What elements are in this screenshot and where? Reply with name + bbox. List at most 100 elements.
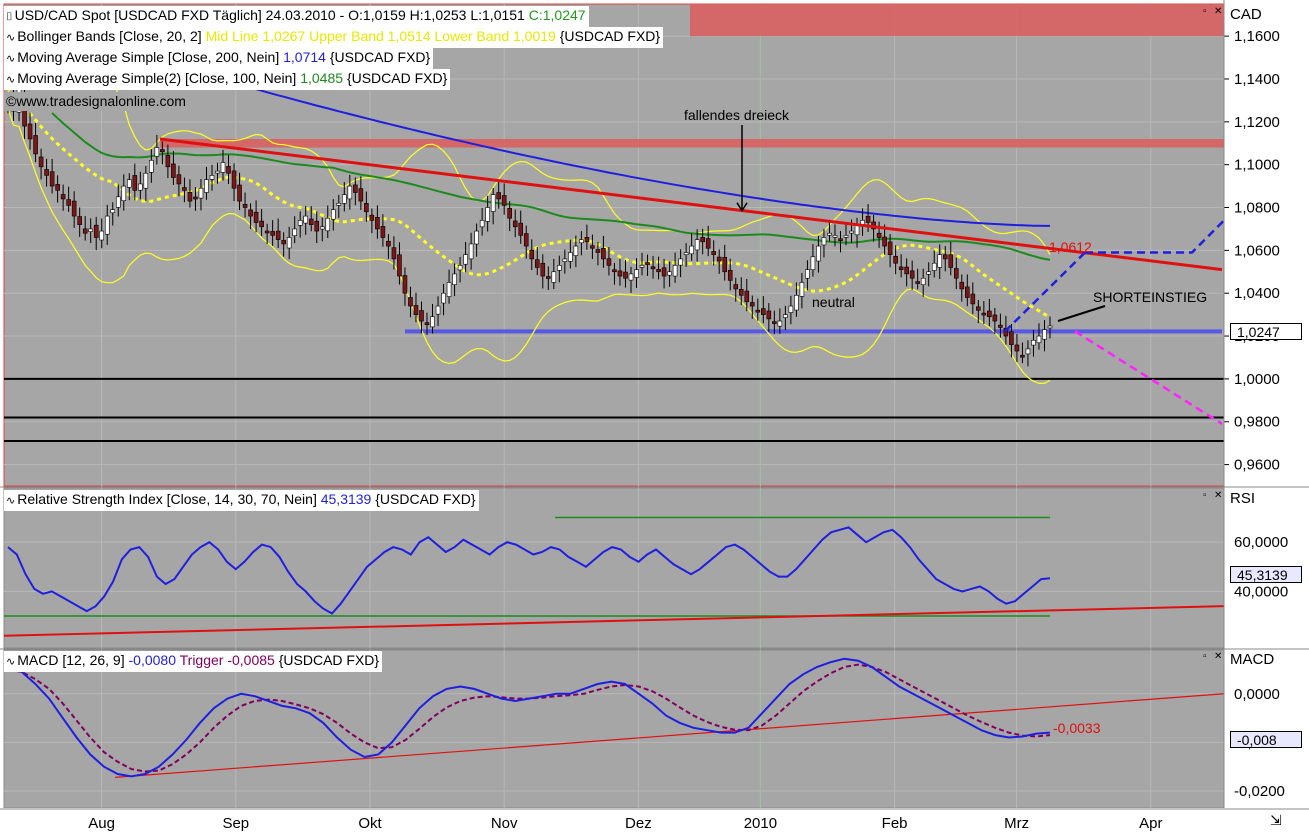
candle-body (777, 320, 783, 327)
candle-body (303, 215, 309, 224)
ma200-legend: ∿ Moving Average Simple [Close, 200, Nein… (4, 48, 434, 69)
candle-body (606, 258, 612, 266)
candle-body (810, 256, 816, 270)
resize-grip-icon[interactable]: ⇲ (1270, 812, 1282, 828)
candle-body (623, 271, 628, 279)
candle-body (110, 209, 116, 214)
macd-current-value: -0,008 (1230, 731, 1302, 748)
candle-body (353, 184, 358, 193)
candle-body (143, 172, 149, 189)
candle-body (755, 309, 761, 313)
close-icon[interactable]: ✕ (1214, 490, 1223, 501)
level-annotation: 1,0612 (1049, 239, 1092, 255)
candle-body (998, 324, 1003, 328)
projection-breakout-line (1085, 219, 1225, 254)
bollinger-upper-band (7, 64, 1051, 256)
indicator-icon: ∿ (6, 32, 16, 44)
candle-body (242, 203, 248, 208)
y-tick-label: 1,1600 (1234, 28, 1280, 45)
candle-body (149, 160, 154, 173)
candle-body (138, 183, 143, 191)
maximize-icon[interactable]: ▫ (1203, 651, 1207, 662)
candle-body (33, 135, 38, 155)
candle-body (551, 271, 557, 283)
candle-body (292, 228, 297, 236)
candle-body (639, 265, 645, 268)
rsi-symbol: {USDCAD FXD} (375, 491, 476, 507)
candle-body (441, 292, 446, 304)
candle-body (590, 245, 595, 249)
candle-body (330, 209, 336, 220)
price-current-value: 1,0247 (1230, 323, 1302, 340)
candle-body (165, 155, 171, 168)
candle-body (204, 179, 209, 193)
candle-body (727, 269, 733, 281)
candle-body (408, 297, 413, 307)
candle-body (523, 233, 529, 247)
candle-body (336, 202, 342, 206)
candle-body (121, 185, 127, 201)
bollinger-mid-line (6, 98, 1051, 319)
bollinger-symbol: {USDCAD FXD} (559, 28, 661, 44)
maximize-icon[interactable]: ▫ (1203, 490, 1207, 501)
y-tick-label: 0,9800 (1234, 414, 1280, 431)
candle-body (942, 254, 948, 260)
candle-body (887, 241, 893, 255)
candles (5, 77, 1053, 367)
candle-body (700, 237, 705, 243)
candle-body (953, 268, 959, 279)
candle-body (733, 284, 739, 290)
bollinger-values: Mid Line 1,0267 Upper Band 1,0514 Lower … (205, 28, 556, 44)
candle-body (1020, 354, 1025, 358)
resistance-zone (690, 4, 1224, 37)
candle-body (821, 237, 827, 246)
candle-body (60, 194, 66, 200)
candle-body (297, 220, 303, 226)
y-tick-label: 1,0400 (1234, 285, 1280, 302)
neutral-annotation: neutral (812, 294, 855, 310)
close-icon[interactable]: ✕ (1214, 6, 1223, 17)
candle-body (259, 220, 264, 228)
candle-body (617, 270, 623, 277)
candle-body (468, 243, 474, 260)
candle-body (965, 286, 970, 298)
candle-body (545, 276, 551, 279)
rsi-axis-title: RSI (1230, 490, 1256, 507)
candle-body (772, 321, 777, 324)
x-tick-label: Mrz (1004, 815, 1029, 832)
candle-body (849, 230, 854, 234)
candle-body (237, 184, 242, 202)
candle-body (286, 237, 292, 249)
candle-body (27, 123, 33, 140)
x-tick-label: Feb (882, 815, 908, 832)
candle-body (77, 216, 82, 225)
candle-body (788, 305, 794, 313)
x-tick-label: 2010 (744, 815, 777, 832)
x-tick-label: Apr (1139, 815, 1162, 832)
x-tick-label: Aug (88, 815, 115, 832)
candle-body (794, 295, 799, 311)
candle-body (176, 174, 182, 185)
candle-body (716, 256, 722, 262)
indicator-icon: ∿ (6, 656, 16, 668)
close-icon[interactable]: ✕ (1214, 651, 1223, 662)
macd-symbol: {USDCAD FXD} (278, 652, 380, 668)
panel-background (3, 487, 1225, 649)
candle-body (970, 293, 976, 305)
candle-body (485, 207, 490, 222)
candle-body (364, 203, 369, 213)
candle-body (419, 310, 424, 322)
candle-body (507, 208, 513, 219)
candle-body (1031, 340, 1036, 346)
candle-body (452, 273, 457, 285)
candle-body (893, 255, 898, 264)
candle-body (689, 245, 694, 255)
y-tick-label: 1,0000 (1234, 371, 1280, 388)
candle-body (1014, 344, 1020, 352)
x-tick-label: Nov (491, 815, 518, 832)
maximize-icon[interactable]: ▫ (1203, 6, 1207, 17)
candle-body (832, 235, 838, 238)
candle-body (595, 249, 601, 253)
